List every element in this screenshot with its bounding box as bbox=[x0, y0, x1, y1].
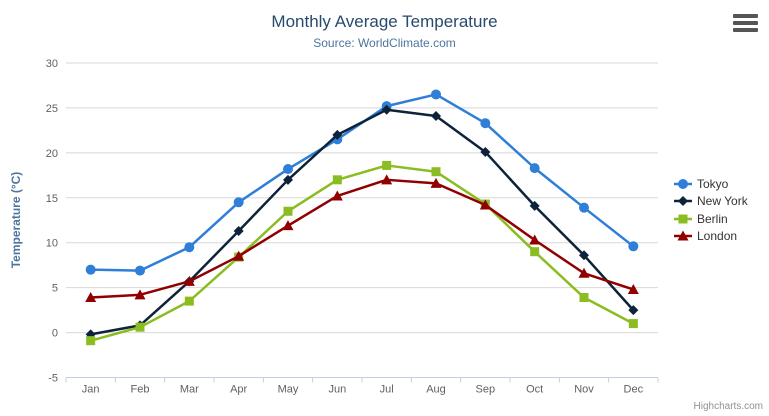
series-line-london[interactable] bbox=[89, 178, 635, 299]
y-axis-tick-label: 0 bbox=[52, 328, 58, 340]
data-point-tokyo[interactable] bbox=[628, 241, 639, 252]
legend-label: New York bbox=[697, 194, 748, 209]
x-axis-tick-label: Aug bbox=[426, 384, 446, 396]
series-line-new-york[interactable] bbox=[89, 108, 635, 336]
data-point-new-york[interactable] bbox=[332, 129, 343, 140]
axes bbox=[65, 377, 659, 383]
context-menu-button[interactable] bbox=[731, 13, 759, 35]
legend-marker-new-york[interactable] bbox=[678, 196, 688, 207]
y-axis-tick-label: 5 bbox=[52, 283, 58, 295]
legend-marker-triangle-icon bbox=[674, 230, 692, 241]
x-axis-tick-label: Feb bbox=[131, 384, 150, 396]
legend-marker-diamond-icon bbox=[674, 196, 692, 207]
data-point-tokyo[interactable] bbox=[579, 202, 589, 213]
legend-marker-circle-icon bbox=[674, 178, 692, 189]
gridlines bbox=[66, 62, 658, 378]
data-point-tokyo[interactable] bbox=[184, 242, 195, 253]
data-point-berlin[interactable] bbox=[332, 175, 342, 185]
legend-label: London bbox=[697, 229, 738, 244]
data-point-berlin[interactable] bbox=[135, 322, 145, 332]
data-point-new-york[interactable] bbox=[431, 111, 441, 122]
data-point-berlin[interactable] bbox=[283, 206, 293, 216]
x-axis-tick-label: Jul bbox=[380, 384, 394, 396]
legend-item-new-york[interactable]: New York bbox=[674, 193, 748, 211]
data-point-london[interactable] bbox=[85, 292, 97, 303]
data-point-new-york[interactable] bbox=[283, 174, 293, 185]
data-point-new-york[interactable] bbox=[579, 250, 589, 261]
legend-label: Tokyo bbox=[697, 176, 729, 191]
x-axis-tick-label: Oct bbox=[526, 384, 543, 396]
hamburger-icon bbox=[731, 13, 759, 32]
data-point-tokyo[interactable] bbox=[529, 163, 540, 174]
data-point-london[interactable] bbox=[134, 289, 146, 300]
data-point-tokyo[interactable] bbox=[135, 265, 145, 276]
x-axis-tick-label: Jun bbox=[328, 384, 346, 396]
data-point-london[interactable] bbox=[627, 283, 639, 294]
x-axis-tick-label: Apr bbox=[230, 384, 247, 396]
data-point-new-york[interactable] bbox=[480, 146, 491, 157]
x-axis-tick-label: Mar bbox=[180, 384, 199, 396]
data-point-london[interactable] bbox=[233, 250, 245, 261]
data-point-london[interactable] bbox=[430, 177, 442, 188]
x-axis-tick-label: Dec bbox=[624, 384, 644, 396]
legend-marker-london[interactable] bbox=[677, 230, 689, 241]
x-axis-tick-label: Nov bbox=[574, 384, 594, 396]
legend-item-berlin[interactable]: Berlin bbox=[674, 210, 748, 228]
series-line-berlin[interactable] bbox=[89, 164, 635, 342]
series-london bbox=[85, 174, 639, 303]
x-axis-tick-label: May bbox=[278, 384, 299, 396]
data-point-london[interactable] bbox=[529, 234, 541, 245]
series-tokyo bbox=[85, 89, 639, 276]
data-point-tokyo[interactable] bbox=[85, 264, 96, 275]
chart-title: Monthly Average Temperature bbox=[271, 12, 498, 31]
chart-subtitle: Source: WorldClimate.com bbox=[313, 36, 456, 50]
data-point-berlin[interactable] bbox=[530, 247, 540, 257]
x-axis-tick-label: Sep bbox=[476, 384, 496, 396]
y-axis-tick-label: 25 bbox=[46, 103, 58, 115]
data-point-berlin[interactable] bbox=[628, 319, 638, 329]
legend-item-london[interactable]: London bbox=[674, 228, 748, 246]
series-line-tokyo[interactable] bbox=[89, 93, 635, 272]
data-point-berlin[interactable] bbox=[382, 160, 392, 170]
data-point-london[interactable] bbox=[479, 199, 491, 210]
legend-marker-tokyo[interactable] bbox=[678, 178, 688, 189]
data-point-new-york[interactable] bbox=[233, 226, 244, 237]
data-point-tokyo[interactable] bbox=[431, 89, 441, 100]
legend-label: Berlin bbox=[697, 211, 728, 226]
data-point-new-york[interactable] bbox=[381, 104, 392, 115]
data-point-berlin[interactable] bbox=[579, 293, 589, 303]
legend: Tokyo New York Berlin London bbox=[674, 175, 748, 245]
data-point-berlin[interactable] bbox=[431, 167, 441, 177]
data-point-london[interactable] bbox=[282, 220, 294, 231]
y-axis-tick-label: 20 bbox=[46, 148, 58, 160]
data-point-berlin[interactable] bbox=[86, 336, 96, 346]
data-point-london[interactable] bbox=[183, 275, 195, 286]
legend-marker-berlin[interactable] bbox=[678, 214, 688, 224]
y-axis-tick-label: 30 bbox=[46, 58, 58, 70]
data-point-tokyo[interactable] bbox=[233, 197, 244, 208]
axis-labels: -5 0 5 10 15 20 25 30 Jan Feb Mar Apr May Jun Jul Aug Se… bbox=[46, 58, 644, 396]
data-point-london[interactable] bbox=[381, 174, 393, 185]
x-axis-tick-label: Jan bbox=[82, 384, 100, 396]
y-axis-tick-label: 15 bbox=[46, 193, 58, 205]
y-axis-tick-label: 10 bbox=[46, 238, 58, 250]
y-axis-tick-label: -5 bbox=[48, 373, 58, 385]
data-point-london[interactable] bbox=[331, 190, 343, 201]
data-point-berlin[interactable] bbox=[184, 296, 194, 306]
y-axis-title: Temperature (°C) bbox=[9, 172, 23, 269]
series-new-york bbox=[85, 104, 639, 340]
legend-item-tokyo[interactable]: Tokyo bbox=[674, 175, 748, 193]
legend-marker-square-icon bbox=[674, 214, 692, 224]
credits-link[interactable]: Highcharts.com bbox=[693, 401, 763, 412]
data-point-new-york[interactable] bbox=[628, 305, 639, 316]
data-point-new-york[interactable] bbox=[529, 200, 540, 211]
series-group bbox=[85, 89, 639, 346]
data-point-tokyo[interactable] bbox=[283, 164, 293, 175]
data-point-london[interactable] bbox=[578, 267, 590, 278]
data-point-tokyo[interactable] bbox=[480, 118, 491, 129]
